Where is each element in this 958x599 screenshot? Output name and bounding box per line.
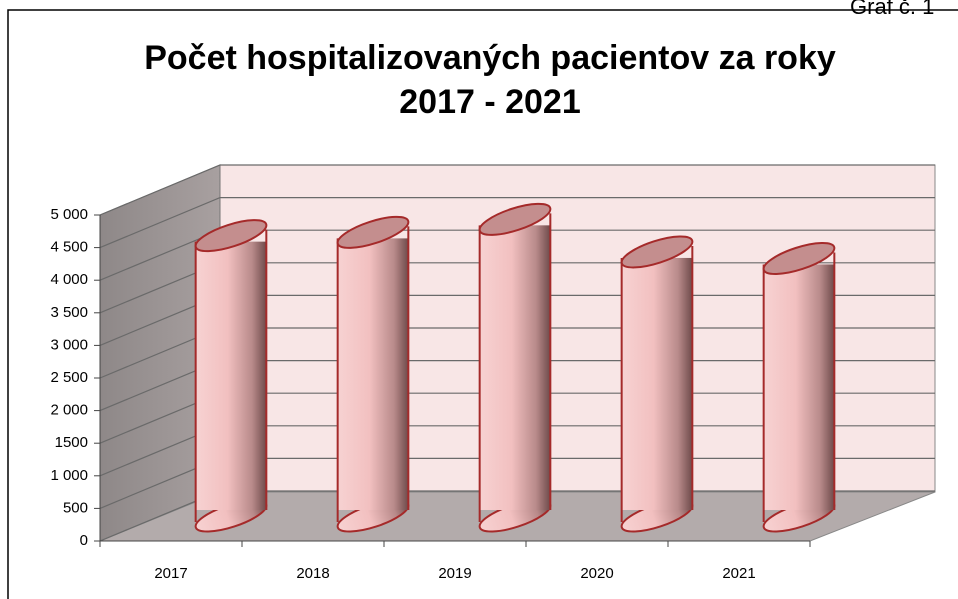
- y-tick-label: 2 000: [50, 402, 88, 419]
- cylinder: [478, 202, 552, 533]
- y-tick-label: 2 500: [50, 369, 88, 386]
- cylinder-top: [762, 241, 836, 275]
- cylinder-top: [478, 202, 552, 236]
- y-tick-label: 500: [63, 499, 88, 516]
- chart-title: 2017 - 2021: [399, 83, 581, 121]
- y-tick-label: 0: [80, 532, 88, 549]
- cylinder-top: [620, 235, 694, 269]
- cylinder-top: [194, 219, 268, 253]
- cylinder-edge: [762, 252, 836, 522]
- x-tick-label: 2021: [722, 565, 755, 582]
- x-tick-label: 2017: [154, 565, 187, 582]
- cylinder-edge: [336, 226, 410, 522]
- x-tick-label: 2019: [438, 565, 471, 582]
- x-tick-label: 2020: [580, 565, 613, 582]
- cylinder: [620, 235, 694, 533]
- bar: [763, 264, 835, 510]
- caption: Graf č. 1: [850, 0, 934, 19]
- cylinder-edge: [620, 245, 694, 522]
- frame: [7, 9, 958, 599]
- y-tick-label: 4 500: [50, 239, 88, 256]
- y-tick-label: 1 000: [50, 467, 88, 484]
- y-tick-label: 5 000: [50, 206, 88, 223]
- cylinder-edge: [194, 229, 268, 522]
- y-tick-label: 3 000: [50, 336, 88, 353]
- cylinder-top: [336, 215, 410, 249]
- y-tick-label: 3 500: [50, 304, 88, 321]
- bar: [337, 238, 409, 510]
- grid-line: [99, 197, 935, 249]
- cylinder-edge: [478, 213, 552, 522]
- cylinder: [194, 219, 268, 533]
- grid-line: [99, 164, 935, 216]
- chart-title: Počet hospitalizovaných pacientov za rok…: [144, 39, 836, 77]
- cylinder: [762, 241, 836, 533]
- cylinder: [336, 215, 410, 533]
- bar: [479, 225, 551, 510]
- y-tick-label: 1500: [55, 434, 88, 451]
- bar: [621, 257, 693, 510]
- y-tick-label: 4 000: [50, 271, 88, 288]
- bar: [195, 241, 267, 510]
- x-tick-label: 2018: [296, 565, 329, 582]
